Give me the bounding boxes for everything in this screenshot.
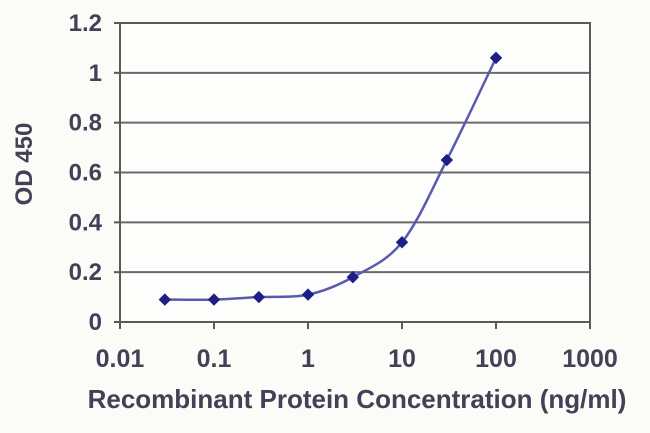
x-tick-label: 0.01 <box>96 345 145 373</box>
x-tick-label: 1000 <box>562 345 618 373</box>
data-point-marker <box>252 290 266 304</box>
data-point-marker <box>158 293 172 306</box>
data-point-marker <box>489 51 503 65</box>
data-point-marker <box>440 153 454 167</box>
y-tick-label: 0 <box>89 309 102 336</box>
gridlines <box>120 71 590 274</box>
y-tick-label: 1.2 <box>69 10 102 37</box>
data-point-marker <box>207 293 221 306</box>
data-point-marker <box>301 288 315 301</box>
x-tick-label: 10 <box>388 345 416 373</box>
tick-labels: 0 0.2 0.4 0.6 0.8 1 1.2 0.01 0.1 1 10 100 1000 <box>69 10 618 373</box>
axis-ticks <box>114 22 591 329</box>
x-tick-label: 100 <box>475 345 517 373</box>
x-tick-label: 0.1 <box>197 345 232 373</box>
data-point-marker <box>346 270 360 284</box>
x-axis-title: Recombinant Protein Concentration (ng/ml… <box>88 384 627 414</box>
y-axis-title: OD 450 <box>11 123 38 206</box>
y-tick-label: 0.4 <box>69 209 103 236</box>
y-tick-label: 0.8 <box>69 110 102 137</box>
y-tick-label: 0.2 <box>69 259 102 286</box>
x-tick-label: 1 <box>301 345 315 373</box>
data-series <box>158 51 503 306</box>
y-tick-label: 0.6 <box>69 160 102 187</box>
data-point-marker <box>395 236 409 249</box>
y-tick-label: 1 <box>89 60 102 87</box>
